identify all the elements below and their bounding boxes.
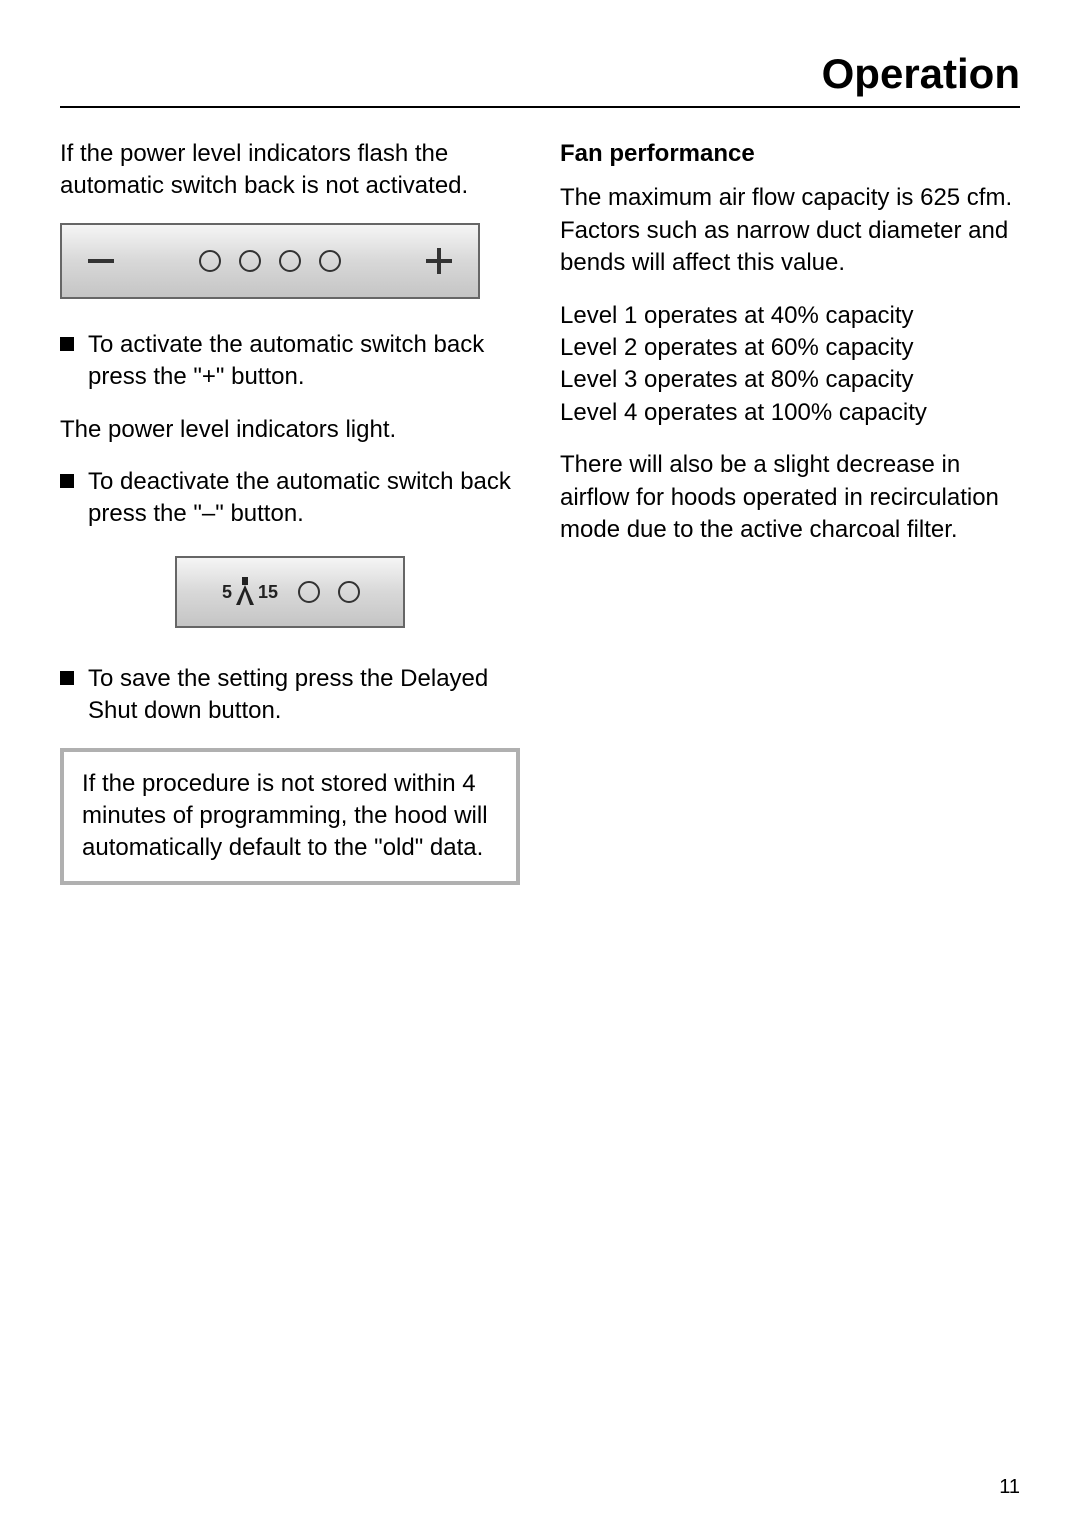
delayed-timer-icon: 5 15 <box>220 577 280 607</box>
content-columns: If the power level indicators flash the … <box>60 138 1020 885</box>
indicator-dot <box>239 250 261 272</box>
indicator-dot <box>319 250 341 272</box>
indicator-dot <box>338 581 360 603</box>
indicators-light-text: The power level indicators light. <box>60 414 520 446</box>
right-column: Fan performance The maximum air flow cap… <box>560 138 1020 885</box>
timer-right-number: 15 <box>256 580 280 604</box>
note-box: If the procedure is not stored within 4 … <box>60 748 520 885</box>
timer-person-icon <box>234 577 256 607</box>
bullet-deactivate: To deactivate the automatic switch back … <box>60 466 520 531</box>
level-1-text: Level 1 operates at 40% capacity <box>560 300 1020 332</box>
indicator-dot <box>199 250 221 272</box>
capacity-levels: Level 1 operates at 40% capacity Level 2… <box>560 300 1020 430</box>
indicator-dot <box>279 250 301 272</box>
level-3-text: Level 3 operates at 80% capacity <box>560 364 1020 396</box>
capacity-text: The maximum air flow capacity is 625 cfm… <box>560 182 1020 279</box>
manual-page: Operation If the power level indicators … <box>0 0 1080 1529</box>
left-column: If the power level indicators flash the … <box>60 138 520 885</box>
timer-left-number: 5 <box>220 580 234 604</box>
control-panel-figure-2: 5 15 <box>175 556 405 628</box>
level-2-text: Level 2 operates at 60% capacity <box>560 332 1020 364</box>
fan-performance-heading: Fan performance <box>560 138 1020 170</box>
indicator-dots <box>199 250 341 272</box>
level-4-text: Level 4 operates at 100% capacity <box>560 397 1020 429</box>
bullet-activate: To activate the automatic switch back pr… <box>60 329 520 394</box>
minus-icon <box>88 259 114 263</box>
intro-text: If the power level indicators flash the … <box>60 138 520 203</box>
indicator-dot <box>298 581 320 603</box>
bullet-save: To save the setting press the Delayed Sh… <box>60 663 520 728</box>
recirculation-text: There will also be a slight decrease in … <box>560 449 1020 546</box>
plus-icon <box>426 248 452 274</box>
note-text: If the procedure is not stored within 4 … <box>82 770 488 862</box>
page-title: Operation <box>60 50 1020 108</box>
control-panel-figure-1 <box>60 223 480 299</box>
page-number: 11 <box>999 1476 1020 1499</box>
control-panel-figure-2-wrap: 5 15 <box>60 556 520 628</box>
